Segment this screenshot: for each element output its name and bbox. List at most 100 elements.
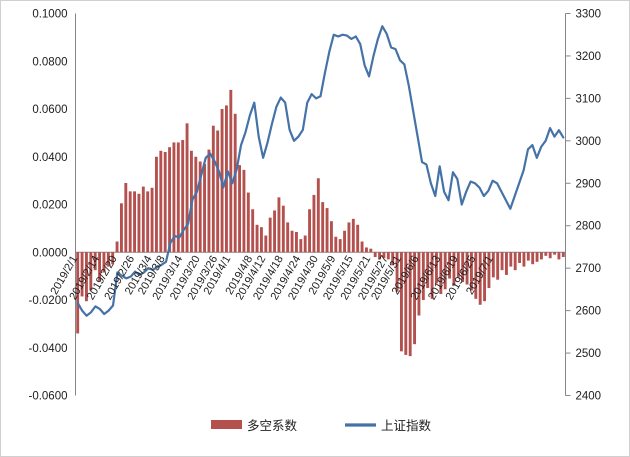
bar [246,192,250,253]
bar [242,169,246,253]
bar [461,252,465,283]
bar [391,252,395,266]
left-axis-tick-label: 0.0400 [32,152,67,164]
bar [146,191,150,253]
bar [491,252,495,278]
bar [137,193,141,253]
bar [518,252,522,263]
left-axis-tick-label: -0.0200 [28,295,67,307]
bar [259,227,263,253]
bar [430,252,434,299]
bar [526,252,530,261]
bar [290,230,294,253]
bar [98,252,102,281]
bar [378,252,382,260]
bar [408,252,412,357]
left-axis-tick-label: 0.0000 [32,247,67,259]
bar [329,221,333,253]
bar [238,165,242,253]
bar [417,252,421,316]
bar [413,252,417,345]
bar [321,202,325,253]
bar [478,252,482,305]
bar [273,210,277,253]
bar [360,241,364,253]
bar [496,252,500,280]
legend-item[interactable]: 上证指数 [345,418,432,433]
bar [115,241,119,253]
bar [426,252,430,289]
bar [102,252,106,273]
bar [373,252,377,258]
left-axis-tick-label: 0.0800 [32,56,67,68]
index-line [76,25,565,317]
bar [343,230,347,253]
bar [255,224,259,253]
bar [316,178,320,253]
bar [483,252,487,302]
bar [325,208,329,253]
bar [154,156,158,253]
bar [474,252,478,299]
bar [124,183,128,253]
bar [382,252,386,259]
bar [369,248,373,253]
bar [544,252,548,256]
bar [553,252,557,255]
right-axis-tick-label: 3100 [576,93,602,105]
bar [80,252,84,297]
bar [299,239,303,253]
bar [233,113,237,253]
legend: 多空系数 上证指数 [211,418,432,433]
legend-item[interactable]: 多空系数 [211,418,298,433]
bar [386,252,390,260]
bar [439,252,443,295]
legend-label: 上证指数 [381,418,432,433]
bar [133,191,137,253]
bar [277,197,281,253]
bar [531,252,535,265]
bar [535,252,539,262]
bar [194,156,198,253]
right-axis-tick-label: 2600 [576,306,602,318]
bar [185,123,189,253]
bar [294,231,298,253]
bar [465,252,469,285]
bar [281,205,285,253]
bar [421,252,425,300]
bar [106,252,110,267]
bar [251,209,255,253]
bar [434,252,438,284]
bar [308,209,312,253]
bar [264,235,268,253]
bar [93,252,97,271]
bar [487,252,491,289]
left-axis-tick-label: 0.0600 [32,104,67,116]
bar [168,147,172,253]
left-axis: 0.1000 0.0800 0.0600 0.0400 0.0200 0.0000 -0.0… [28,9,67,403]
bar [159,150,163,253]
right-axis-tick-label: 2700 [576,263,602,275]
bar [303,235,307,253]
bar [364,247,368,253]
bar [469,252,473,291]
bar [338,239,342,253]
right-axis-tick-label: 3200 [576,51,602,63]
bar [513,252,517,271]
legend-label: 多空系数 [247,418,298,433]
right-axis-tick-label: 2500 [576,348,602,360]
bar [404,252,408,355]
right-axis-tick-label: 3000 [576,136,602,148]
bar [356,224,360,253]
bar [128,191,132,253]
left-axis-tick-label: 0.0200 [32,200,67,212]
bar [198,161,202,253]
bar [150,187,154,253]
bar [452,252,456,286]
bar [141,186,145,253]
bar [176,142,180,253]
bar [347,222,351,253]
bar [351,218,355,253]
bar [509,252,513,267]
